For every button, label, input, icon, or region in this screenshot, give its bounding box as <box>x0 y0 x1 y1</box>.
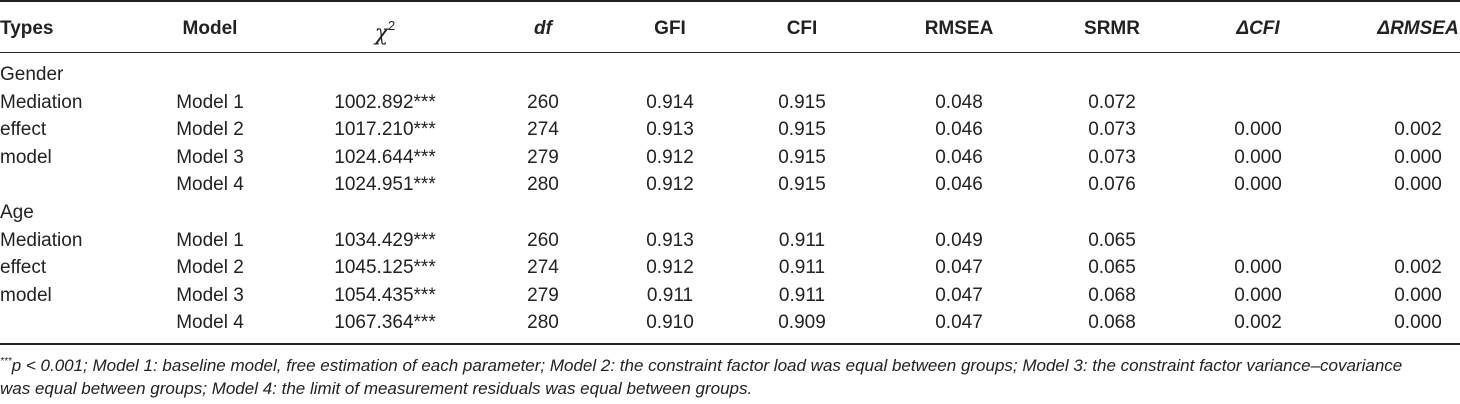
cell-model: Model 3 <box>176 284 244 306</box>
cell-rmsea: 0.046 <box>935 174 983 195</box>
cell-rmsea: 0.046 <box>935 146 983 168</box>
cell-drmsea: 0.002 <box>1394 119 1442 140</box>
cell-srmr: 0.076 <box>1088 174 1136 195</box>
cell-drmsea: 0.000 <box>1394 146 1442 168</box>
cell-rmsea: 0.049 <box>935 229 983 251</box>
cell-rmsea: 0.046 <box>935 119 983 140</box>
cell-rmsea: 0.047 <box>935 284 983 306</box>
header-types: Types <box>0 18 54 39</box>
type-label-line: effect <box>0 119 47 140</box>
type-label-line: Mediation <box>0 91 83 113</box>
cell-dcfi: 0.002 <box>1234 312 1282 333</box>
footnote-line-1: ***p < 0.001; Model 1: baseline model, f… <box>0 350 1460 377</box>
cell-model: Model 2 <box>176 119 244 140</box>
cell-cfi: 0.911 <box>778 284 826 306</box>
cell-model: Model 2 <box>176 257 244 278</box>
cell-cfi: 0.915 <box>778 119 826 140</box>
cell-rmsea: 0.048 <box>935 91 983 113</box>
group-label: Gender <box>0 64 64 85</box>
cell-chi2: 1024.951*** <box>334 174 436 195</box>
cell-cfi: 0.909 <box>778 312 826 333</box>
header-df: df <box>534 18 552 39</box>
cell-df: 274 <box>527 257 559 278</box>
cell-chi2: 1002.892*** <box>334 91 436 113</box>
cell-df: 260 <box>527 229 559 251</box>
cell-dcfi: 0.000 <box>1234 174 1282 195</box>
cell-df: 280 <box>527 174 559 195</box>
cell-rmsea: 0.047 <box>935 312 983 333</box>
cell-cfi: 0.911 <box>778 257 826 278</box>
header-srmr: SRMR <box>1084 18 1140 39</box>
type-label-line: Mediation <box>0 229 83 251</box>
cell-cfi: 0.915 <box>778 146 826 168</box>
cell-df: 280 <box>527 312 559 333</box>
header-delta-rmsea: ΔRMSEA <box>1377 18 1459 39</box>
cell-model: Model 4 <box>176 312 244 333</box>
cell-srmr: 0.073 <box>1088 119 1136 140</box>
cell-chi2: 1034.429*** <box>334 229 436 251</box>
header-rmsea: RMSEA <box>924 18 994 39</box>
cell-drmsea: 0.000 <box>1394 174 1442 195</box>
cell-dcfi: 0.000 <box>1234 119 1282 140</box>
header-chi-square: χ2 <box>375 15 396 45</box>
cell-chi2: 1045.125*** <box>334 257 436 278</box>
header-cfi: CFI <box>786 18 818 39</box>
top-rule <box>0 0 1460 2</box>
cell-chi2: 1017.210*** <box>334 119 436 140</box>
table-footnote: ***p < 0.001; Model 1: baseline model, f… <box>0 350 1460 400</box>
cell-srmr: 0.073 <box>1088 146 1136 168</box>
cell-rmsea: 0.047 <box>935 257 983 278</box>
footnote-line-2: was equal between groups; Model 4: the l… <box>0 379 753 398</box>
cell-gfi: 0.911 <box>646 284 694 306</box>
cell-srmr: 0.068 <box>1088 312 1136 333</box>
cell-gfi: 0.913 <box>646 229 694 251</box>
cell-cfi: 0.915 <box>778 174 826 195</box>
cell-srmr: 0.068 <box>1088 284 1136 306</box>
cell-gfi: 0.910 <box>646 312 694 333</box>
cell-chi2: 1054.435*** <box>334 284 436 306</box>
group-label: Age <box>0 202 34 223</box>
header-rule <box>0 52 1460 53</box>
header-model: Model <box>182 18 238 39</box>
cell-srmr: 0.065 <box>1088 257 1136 278</box>
cell-chi2: 1024.644*** <box>334 146 436 168</box>
cell-model: Model 1 <box>176 91 244 113</box>
cell-gfi: 0.912 <box>646 257 694 278</box>
header-chi-symbol: χ <box>374 21 389 46</box>
type-label-line: effect <box>0 257 47 278</box>
cell-df: 279 <box>527 146 559 168</box>
cell-dcfi: 0.000 <box>1234 284 1282 306</box>
cell-gfi: 0.913 <box>646 119 694 140</box>
footnote-marker: *** <box>0 356 12 367</box>
cell-df: 260 <box>527 91 559 113</box>
cell-chi2: 1067.364*** <box>334 312 436 333</box>
type-label-line: model <box>0 284 52 306</box>
cell-gfi: 0.914 <box>646 91 694 113</box>
cell-dcfi: 0.000 <box>1234 146 1282 168</box>
bottom-rule <box>0 343 1460 345</box>
cell-df: 279 <box>527 284 559 306</box>
cell-cfi: 0.911 <box>778 229 826 251</box>
cell-cfi: 0.915 <box>778 91 826 113</box>
cell-model: Model 1 <box>176 229 244 251</box>
header-gfi: GFI <box>654 18 686 39</box>
cell-model: Model 3 <box>176 146 244 168</box>
cell-drmsea: 0.000 <box>1394 284 1442 306</box>
cell-dcfi: 0.000 <box>1234 257 1282 278</box>
cell-drmsea: 0.000 <box>1394 312 1442 333</box>
type-label-line: model <box>0 146 52 168</box>
header-delta-cfi: ΔCFI <box>1236 18 1280 39</box>
cell-srmr: 0.072 <box>1088 91 1136 113</box>
header-chi-power: 2 <box>388 18 396 33</box>
cell-gfi: 0.912 <box>646 146 694 168</box>
cell-srmr: 0.065 <box>1088 229 1136 251</box>
cell-gfi: 0.912 <box>646 174 694 195</box>
cell-model: Model 4 <box>176 174 244 195</box>
cell-drmsea: 0.002 <box>1394 257 1442 278</box>
cell-df: 274 <box>527 119 559 140</box>
footnote-text-1: p < 0.001; Model 1: baseline model, free… <box>11 356 1403 375</box>
